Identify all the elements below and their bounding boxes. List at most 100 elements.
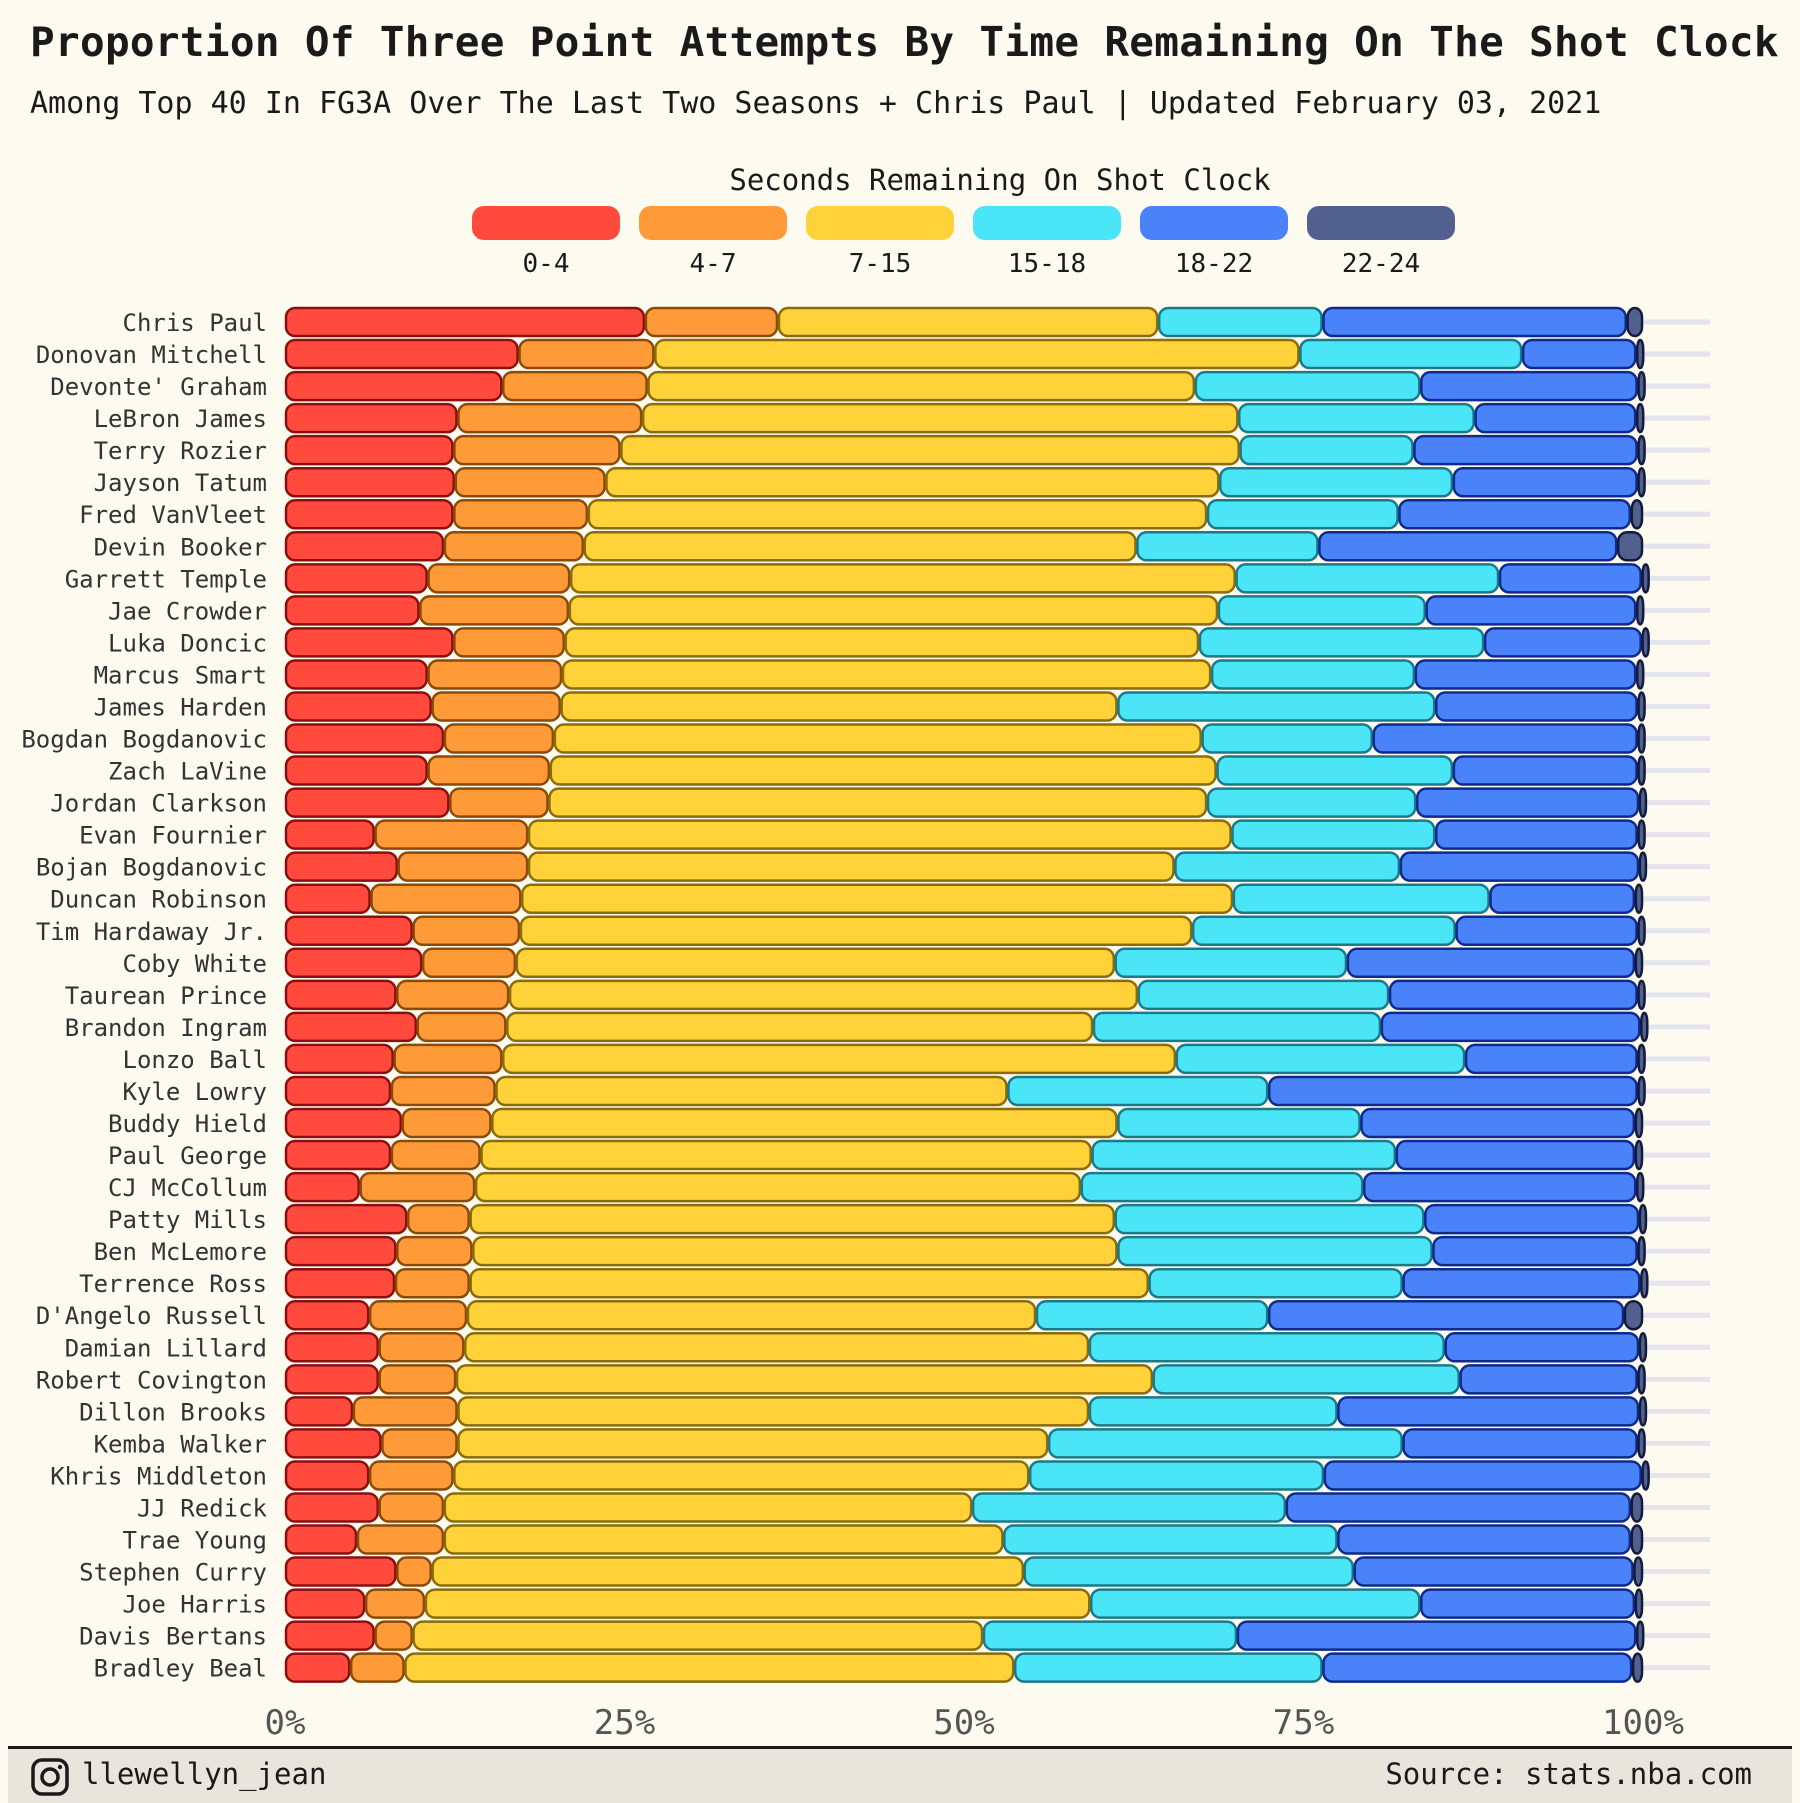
bar-bogdan-bogdanovic-22-24 <box>1637 723 1646 754</box>
y-label-fred-vanvleet: Fred VanVleet <box>79 501 267 529</box>
bar-taurean-prince-7-15 <box>508 979 1139 1011</box>
bar-stephen-curry-18-22 <box>1353 1556 1634 1587</box>
y-label-duncan-robinson: Duncan Robinson <box>50 886 267 914</box>
bar-d-angelo-russell-0-4 <box>284 1299 370 1331</box>
bar-bradley-beal-22-24 <box>1631 1652 1644 1683</box>
bar-damian-lillard-18-22 <box>1444 1332 1640 1363</box>
bar-fred-vanvleet-15-18 <box>1206 498 1399 530</box>
bar-jj-redick-4-7 <box>378 1492 445 1523</box>
bar-taurean-prince-22-24 <box>1637 979 1646 1011</box>
bar-zach-lavine-22-24 <box>1637 755 1646 786</box>
y-label-khris-middleton: Khris Middleton <box>50 1462 267 1490</box>
y-label-coby-white: Coby White <box>123 950 268 978</box>
y-label-taurean-prince: Taurean Prince <box>65 982 267 1010</box>
bar-bradley-beal-18-22 <box>1322 1652 1633 1683</box>
instagram-icon <box>31 1758 69 1796</box>
bar-jae-crowder-4-7 <box>419 595 570 626</box>
y-label-devin-booker: Devin Booker <box>94 533 267 561</box>
bar-tim-hardaway-jr-15-18 <box>1191 915 1456 947</box>
bar-evan-fournier-7-15 <box>527 819 1232 850</box>
bar-joe-harris-7-15 <box>424 1588 1091 1619</box>
x-axis-ticks: 0% 25% 50% 75% 100% <box>265 1703 1684 1743</box>
bar-jayson-tatum-4-7 <box>454 466 606 498</box>
y-label-lebron-james: LeBron James <box>94 405 267 433</box>
bar-buddy-hield-18-22 <box>1360 1107 1636 1139</box>
legend: 0-4 4-7 7-15 15-18 18-22 22-24 <box>472 206 1455 279</box>
bar-jayson-tatum-18-22 <box>1452 466 1638 498</box>
y-label-luka-doncic: Luka Doncic <box>108 629 267 657</box>
bar-brandon-ingram-15-18 <box>1092 1011 1382 1043</box>
bar-terrence-ross-22-24 <box>1640 1267 1649 1299</box>
bar-james-harden-22-24 <box>1637 691 1646 722</box>
bar-jae-crowder-18-22 <box>1425 595 1637 626</box>
bar-evan-fournier-18-22 <box>1434 819 1638 850</box>
bar-fred-vanvleet-0-4 <box>284 498 454 530</box>
bar-jayson-tatum-7-15 <box>605 466 1220 498</box>
bar-duncan-robinson-18-22 <box>1489 883 1636 914</box>
y-label-joe-harris: Joe Harris <box>123 1591 268 1619</box>
bar-stephen-curry-15-18 <box>1023 1556 1354 1587</box>
y-label-lonzo-ball: Lonzo Ball <box>123 1046 268 1074</box>
bar-garrett-temple-15-18 <box>1235 563 1500 594</box>
bar-taurean-prince-15-18 <box>1137 979 1390 1011</box>
bar-tim-hardaway-jr-18-22 <box>1455 915 1638 947</box>
bar-lebron-james-4-7 <box>457 402 643 434</box>
bar-trae-young-18-22 <box>1337 1524 1632 1555</box>
bar-davis-bertans-7-15 <box>412 1620 984 1651</box>
bar-d-angelo-russell-22-24 <box>1623 1299 1644 1331</box>
bar-joe-harris-15-18 <box>1090 1588 1421 1619</box>
bar-ben-mclemore-22-24 <box>1637 1235 1646 1267</box>
bar-jj-redick-15-18 <box>971 1492 1287 1523</box>
bar-kemba-walker-15-18 <box>1047 1428 1403 1459</box>
bar-damian-lillard-22-24 <box>1638 1332 1648 1363</box>
bar-cj-mccollum-22-24 <box>1635 1171 1645 1203</box>
bar-paul-george-18-22 <box>1395 1139 1636 1171</box>
bar-terrence-ross-7-15 <box>469 1267 1149 1299</box>
bar-paul-george-15-18 <box>1091 1139 1397 1171</box>
bar-dillon-brooks-0-4 <box>284 1396 354 1427</box>
bar-bradley-beal-4-7 <box>349 1652 405 1683</box>
bar-coby-white-18-22 <box>1346 947 1636 979</box>
y-label-trae-young: Trae Young <box>123 1527 268 1555</box>
bar-duncan-robinson-4-7 <box>370 883 522 914</box>
bar-james-harden-18-22 <box>1434 691 1638 722</box>
bar-taurean-prince-0-4 <box>284 979 397 1011</box>
bar-bojan-bogdanovic-4-7 <box>397 851 529 882</box>
bar-trae-young-0-4 <box>284 1524 358 1555</box>
bar-jae-crowder-15-18 <box>1217 595 1426 626</box>
bar-zach-lavine-4-7 <box>427 755 551 786</box>
bar-taurean-prince-18-22 <box>1388 979 1638 1011</box>
bar-devonte-graham-15-18 <box>1194 370 1421 402</box>
bar-damian-lillard-4-7 <box>378 1332 465 1363</box>
y-label-d-angelo-russell: D'Angelo Russell <box>36 1302 267 1330</box>
bars <box>284 306 1650 1683</box>
bar-terry-rozier-18-22 <box>1413 434 1638 466</box>
bar-dillon-brooks-15-18 <box>1088 1396 1338 1427</box>
bar-brandon-ingram-18-22 <box>1380 1011 1641 1043</box>
bar-lonzo-ball-7-15 <box>502 1043 1177 1075</box>
bar-bogdan-bogdanovic-0-4 <box>284 723 445 754</box>
bar-taurean-prince-4-7 <box>396 979 510 1011</box>
bar-duncan-robinson-7-15 <box>521 883 1234 914</box>
bar-ben-mclemore-7-15 <box>472 1235 1118 1267</box>
chart-title: Proportion Of Three Point Attempts By Ti… <box>30 18 1779 66</box>
bar-coby-white-22-24 <box>1634 947 1644 979</box>
bar-donovan-mitchell-22-24 <box>1635 338 1645 370</box>
bar-patty-mills-18-22 <box>1424 1203 1640 1235</box>
bar-robert-covington-4-7 <box>378 1364 457 1395</box>
author-handle: llewellyn_jean <box>82 1757 327 1791</box>
bar-kemba-walker-18-22 <box>1402 1428 1638 1459</box>
bar-buddy-hield-0-4 <box>284 1107 403 1139</box>
legend-label-18-22: 18-22 <box>1175 249 1253 279</box>
y-label-cj-mccollum: CJ McCollum <box>108 1174 267 1202</box>
bar-devin-booker-0-4 <box>284 531 445 562</box>
bar-cj-mccollum-7-15 <box>474 1171 1082 1203</box>
chart-subtitle: Among Top 40 In FG3A Over The Last Two S… <box>30 86 1602 121</box>
bar-paul-george-7-15 <box>480 1139 1092 1171</box>
bar-robert-covington-7-15 <box>455 1364 1154 1395</box>
bar-d-angelo-russell-4-7 <box>368 1299 468 1331</box>
y-label-davis-bertans: Davis Bertans <box>79 1623 267 1651</box>
bar-kyle-lowry-18-22 <box>1267 1075 1638 1107</box>
bar-buddy-hield-4-7 <box>401 1107 492 1139</box>
bar-jordan-clarkson-7-15 <box>548 787 1208 818</box>
